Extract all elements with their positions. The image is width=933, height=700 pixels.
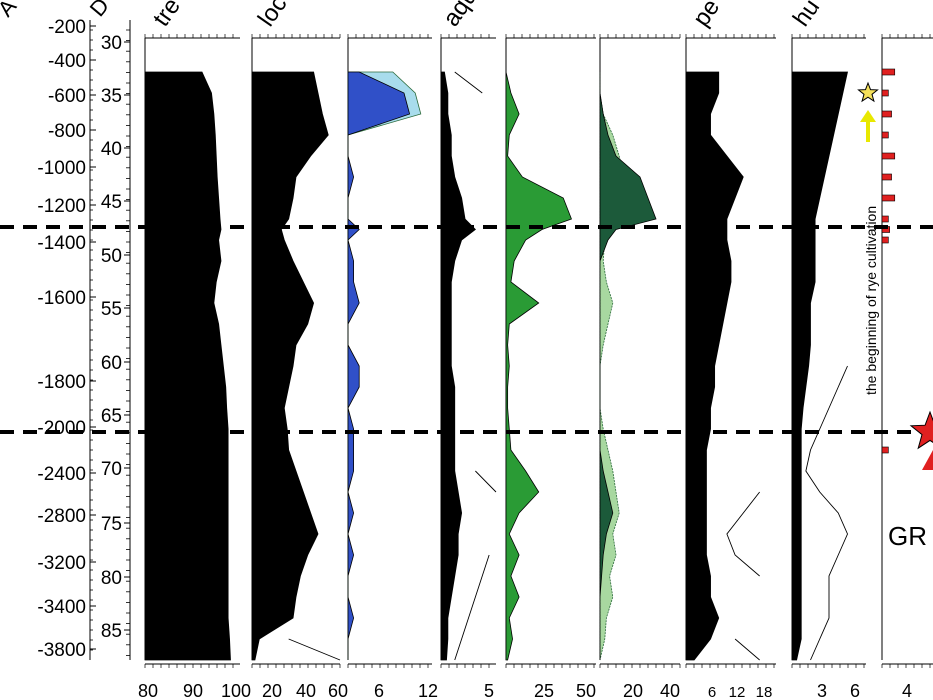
panel-x-tick-label: 40 [660, 681, 680, 700]
panel-curve [599, 72, 657, 660]
panel-x-tick-label: 50 [576, 681, 596, 700]
depth-tick-label: 85 [101, 621, 122, 642]
panel-x-tick-label: 12 [418, 681, 438, 700]
panel-p5: 20 40 [599, 34, 681, 700]
age-tick-label: -3200 [37, 553, 86, 574]
panel-x-tick-label: 60 [328, 681, 348, 700]
depth-tick-label: 35 [101, 86, 122, 107]
panel-aqu: 5 aqu [438, 0, 497, 700]
depth-tick-label: 60 [101, 353, 122, 374]
panel-header: tre [148, 0, 186, 31]
age-tick-label: -1000 [37, 158, 86, 179]
panel-x-tick-label: 90 [183, 681, 203, 700]
panel-tre: 80 90 100 tre [138, 0, 251, 700]
panel-x-tick-label: 40 [296, 681, 316, 700]
panel-curve [251, 71, 329, 661]
age-tick-label: -2000 [37, 418, 86, 439]
panel-x-tick-label: 20 [623, 681, 643, 700]
depth-tick-label: 80 [101, 568, 122, 589]
panel-header: loc [253, 0, 293, 31]
panel-x-tick-label: 18 [756, 684, 773, 700]
depth-tick-label: 70 [101, 459, 122, 480]
depth-tick-label: 50 [101, 246, 122, 267]
red-bar [881, 152, 896, 160]
depth-tick-label: 45 [101, 192, 122, 213]
panel-curve [144, 71, 231, 661]
yellow-arrow-head [860, 110, 876, 122]
panel-p8: 4 [881, 34, 933, 700]
age-tick-label: -2400 [37, 464, 86, 485]
depth-axis: 30 35 40 45 50 55 60 65 70 75 80 85 D [85, 0, 131, 660]
red-star-icon [909, 410, 933, 450]
age-tick-label: -600 [48, 86, 86, 107]
red-bar [881, 215, 889, 223]
panel-curve [685, 71, 744, 661]
yellow-star-icon [857, 81, 879, 103]
age-tick-label: -1200 [37, 196, 86, 217]
depth-axis-label: D [85, 0, 114, 21]
panel-curve [505, 71, 572, 661]
panel-p2: 6 12 [347, 34, 438, 700]
red-bar [881, 131, 889, 139]
depth-tick-label: 65 [101, 406, 122, 427]
panel-exaggeration-line [805, 365, 848, 661]
panel-header: hu [788, 0, 825, 31]
panel-x-tick-label: 100 [221, 681, 251, 700]
rye-cultivation-label: the beginning of rye cultivation [863, 206, 879, 395]
age-tick-label: -400 [48, 51, 86, 72]
age-axis: -200 -400 -600 -800 -1000 -1200 -1400 -1600 -180… [0, 0, 96, 661]
panel-x-tick-label: 6 [850, 681, 860, 700]
age-tick-label: -3400 [37, 597, 86, 618]
age-tick-label: -800 [48, 121, 86, 142]
red-bar [881, 110, 892, 118]
panel-pe: 6 12 18 pe [685, 0, 776, 700]
panel-exaggeration-line [454, 71, 497, 661]
red-triangle-icon [922, 450, 933, 470]
panel-loc: 20 40 60 loc [251, 0, 348, 700]
panel-header: aqu [438, 0, 483, 31]
panel-x-tick-label: 6 [708, 684, 716, 700]
age-tick-label: -3800 [37, 640, 86, 661]
panel-exaggeration-line [726, 491, 760, 661]
panel-x-tick-label: 6 [374, 681, 384, 700]
panel-x-tick-label: 12 [729, 684, 746, 700]
panel-x-tick-label: 5 [484, 681, 494, 700]
red-bar [881, 236, 889, 244]
panel-curve [440, 71, 476, 661]
panel-x-tick-label: 20 [262, 681, 282, 700]
age-tick-label: -200 [48, 17, 86, 38]
overlay-annotations: the beginning of rye cultivation GR [0, 81, 933, 551]
panel-curve [347, 71, 411, 660]
panel-x-tick-label: 3 [817, 681, 827, 700]
depth-tick-label: 75 [101, 514, 122, 535]
red-bar [881, 68, 896, 76]
age-tick-label: -2800 [37, 506, 86, 527]
red-bar [881, 194, 896, 202]
age-tick-label: -1600 [37, 288, 86, 309]
panel-x-tick-label: 4 [902, 681, 912, 700]
age-tick-label: -1400 [37, 233, 86, 254]
age-tick-label: -1800 [37, 372, 86, 393]
panel-curve [791, 71, 848, 661]
depth-tick-label: 55 [101, 299, 122, 320]
panel-p4: 25 50 [505, 34, 596, 700]
panel-header: pe [688, 0, 725, 31]
age-axis-label: A [0, 0, 21, 21]
red-bar [881, 89, 889, 97]
depth-tick-label: 40 [101, 139, 122, 160]
gr-label: GR [888, 521, 927, 551]
panel-x-tick-label: 25 [534, 681, 554, 700]
panel-exaggeration-line [288, 638, 341, 661]
depth-tick-label: 30 [101, 33, 122, 54]
red-bar [881, 446, 889, 454]
panel-hu: 3 6 hu [788, 0, 866, 700]
red-bar [881, 173, 892, 181]
panel-x-tick-label: 80 [138, 681, 158, 700]
